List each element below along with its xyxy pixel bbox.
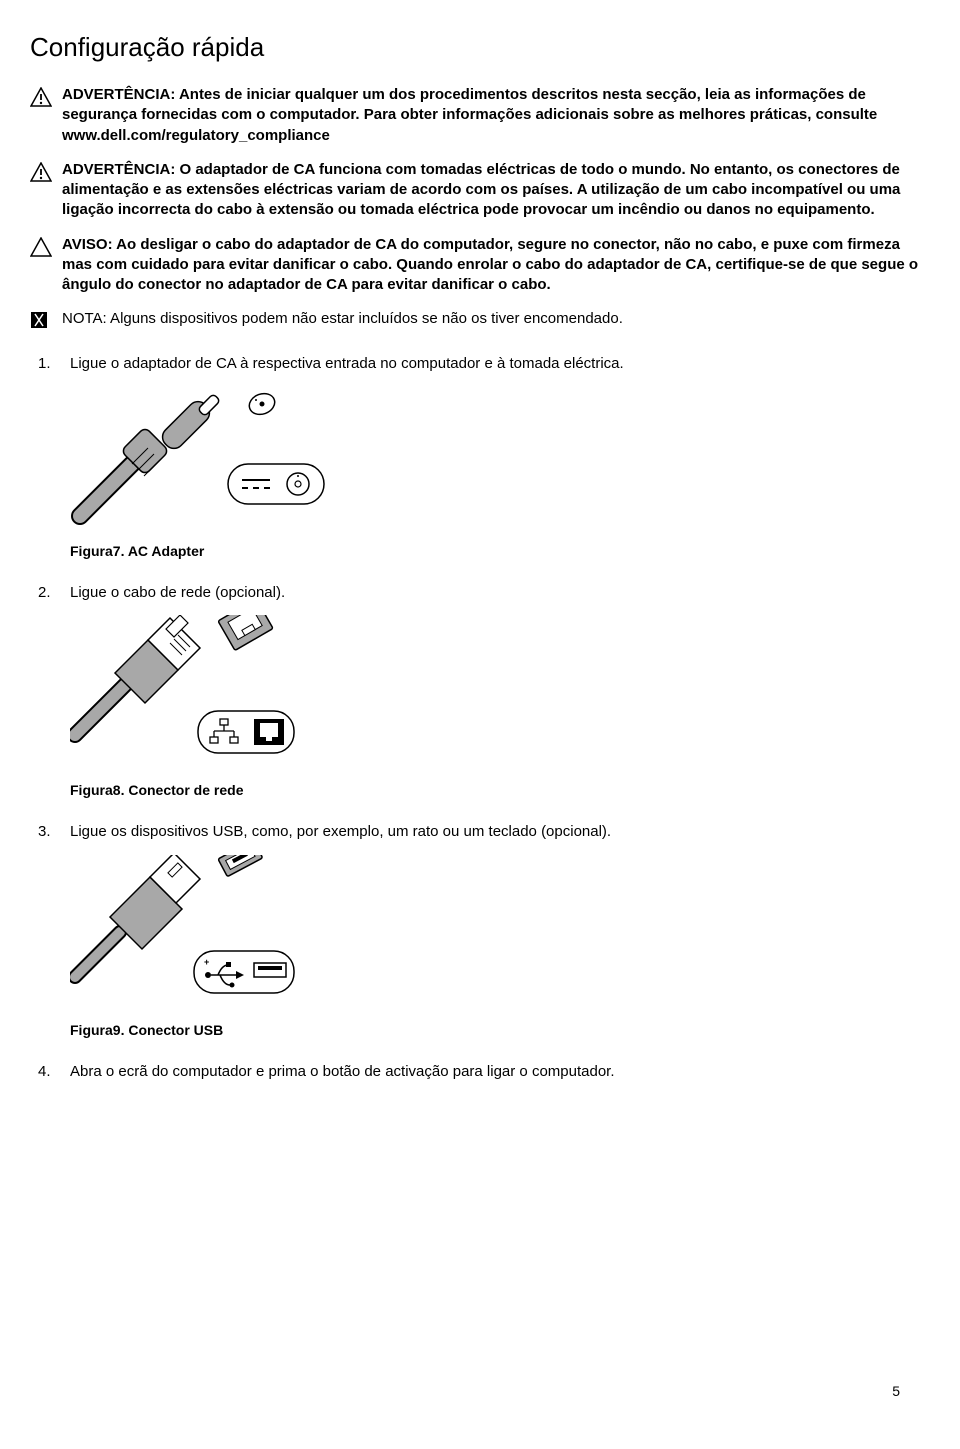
warning-text-1: ADVERTÊNCIA: Antes de iniciar qualquer u… [62,85,930,146]
steps-list: Ligue o adaptador de CA à respectiva ent… [30,354,930,1082]
step-4-text: Abra o ecrã do computador e prima o botã… [70,1062,930,1082]
warning-notice-1: ADVERTÊNCIA: Antes de iniciar qualquer u… [30,85,930,146]
svg-text:+: + [204,957,209,967]
warning-text-2: ADVERTÊNCIA: O adaptador de CA funciona … [62,160,930,221]
step-2-text: Ligue o cabo de rede (opcional). [70,583,930,603]
figure-caption-7: Figura7. AC Adapter [70,542,930,561]
caution-text: AVISO: Ao desligar o cabo do adaptador d… [62,235,930,296]
figure-caption-9: Figura9. Conector USB [70,1021,930,1040]
caution-notice: AVISO: Ao desligar o cabo do adaptador d… [30,235,930,296]
page-number: 5 [892,1382,900,1401]
figure-ac-adapter [70,386,930,532]
figure-network [70,615,930,771]
step-3-text: Ligue os dispositivos USB, como, por exe… [70,822,930,842]
step-3: Ligue os dispositivos USB, como, por exe… [30,822,930,1039]
page-title: Configuração rápida [30,30,930,65]
step-4: Abra o ecrã do computador e prima o botã… [30,1062,930,1082]
caution-icon [30,237,52,263]
warning-icon [30,87,52,113]
figure-usb: + [70,855,930,1011]
note-icon [30,311,52,335]
note-notice: NOTA: Alguns dispositivos podem não esta… [30,309,930,335]
figure-caption-8: Figura8. Conector de rede [70,781,930,800]
step-1: Ligue o adaptador de CA à respectiva ent… [30,354,930,561]
step-1-text: Ligue o adaptador de CA à respectiva ent… [70,354,930,374]
step-2: Ligue o cabo de rede (opcional). [30,583,930,800]
warning-icon [30,162,52,188]
note-text: NOTA: Alguns dispositivos podem não esta… [62,309,930,329]
warning-notice-2: ADVERTÊNCIA: O adaptador de CA funciona … [30,160,930,221]
